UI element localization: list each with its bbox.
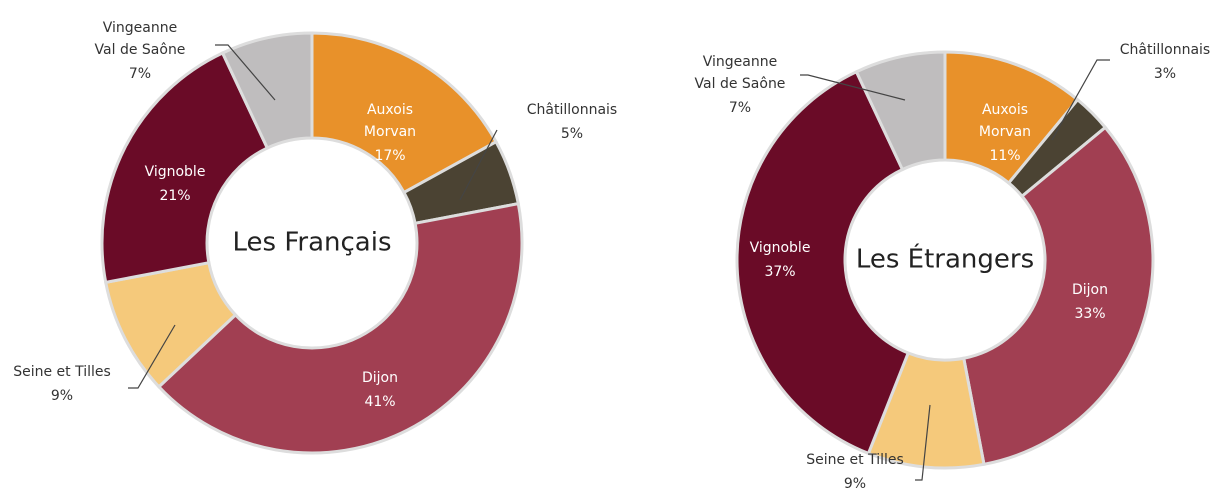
- label-line: Châtillonnais: [527, 102, 617, 118]
- label-line: Morvan: [979, 124, 1031, 140]
- label-line: Dijon: [362, 370, 398, 386]
- slice-label: Châtillonnais: [1120, 42, 1210, 58]
- leader-line: [1051, 59, 1110, 141]
- slice-label: Seine et Tilles: [806, 452, 904, 468]
- label-line: Auxois: [367, 102, 413, 118]
- label-line: Vingeanne: [103, 20, 177, 36]
- leader-line: [915, 404, 931, 481]
- label-line: Dijon: [1072, 282, 1108, 298]
- label-line: Seine et Tilles: [806, 452, 904, 468]
- slice-label: Vingeanne Val de Saône: [95, 20, 186, 58]
- slice-value: 7%: [729, 100, 751, 116]
- slice-label: Dijon: [1072, 282, 1108, 298]
- slice-value: 9%: [844, 476, 866, 492]
- donut-slice: [100, 50, 270, 285]
- slice-label: Châtillonnais: [527, 102, 617, 118]
- leader-line: [800, 74, 906, 101]
- label-line: Vignoble: [750, 240, 811, 256]
- label-line: Vingeanne: [703, 54, 777, 70]
- leader-line: [215, 44, 276, 101]
- slice-value: 3%: [1154, 66, 1176, 82]
- slice-value: 41%: [364, 394, 395, 410]
- label-line: Vignoble: [145, 164, 206, 180]
- donut-slice: [854, 50, 947, 172]
- slice-label: Seine et Tilles: [13, 364, 111, 380]
- label-line: Seine et Tilles: [13, 364, 111, 380]
- slice-value: 11%: [989, 148, 1020, 164]
- slice-value: 33%: [1074, 306, 1105, 322]
- leader-line: [459, 129, 498, 201]
- donut-slice: [961, 125, 1155, 467]
- slice-value: 5%: [561, 126, 583, 142]
- slice-label: Auxois Morvan: [979, 102, 1031, 140]
- donut-slice: [156, 201, 524, 455]
- slice-value: 17%: [374, 148, 405, 164]
- slice-value: 21%: [159, 188, 190, 204]
- slice-value: 7%: [129, 66, 151, 82]
- slice-label: Dijon: [362, 370, 398, 386]
- slice-label: Vingeanne Val de Saône: [695, 54, 786, 92]
- donut-slice: [735, 69, 911, 456]
- label-line: Auxois: [982, 102, 1028, 118]
- slice-label: Vignoble: [145, 164, 206, 180]
- slice-label: Auxois Morvan: [364, 102, 416, 140]
- label-line: Val de Saône: [95, 42, 186, 58]
- label-line: Val de Saône: [695, 76, 786, 92]
- slice-value: 9%: [51, 388, 73, 404]
- leader-line: [128, 324, 176, 389]
- slice-value: 37%: [764, 264, 795, 280]
- chart-title: Les Français: [233, 228, 392, 258]
- label-line: Morvan: [364, 124, 416, 140]
- slice-label: Vignoble: [750, 240, 811, 256]
- chart-title: Les Étrangers: [856, 243, 1034, 275]
- label-line: Châtillonnais: [1120, 42, 1210, 58]
